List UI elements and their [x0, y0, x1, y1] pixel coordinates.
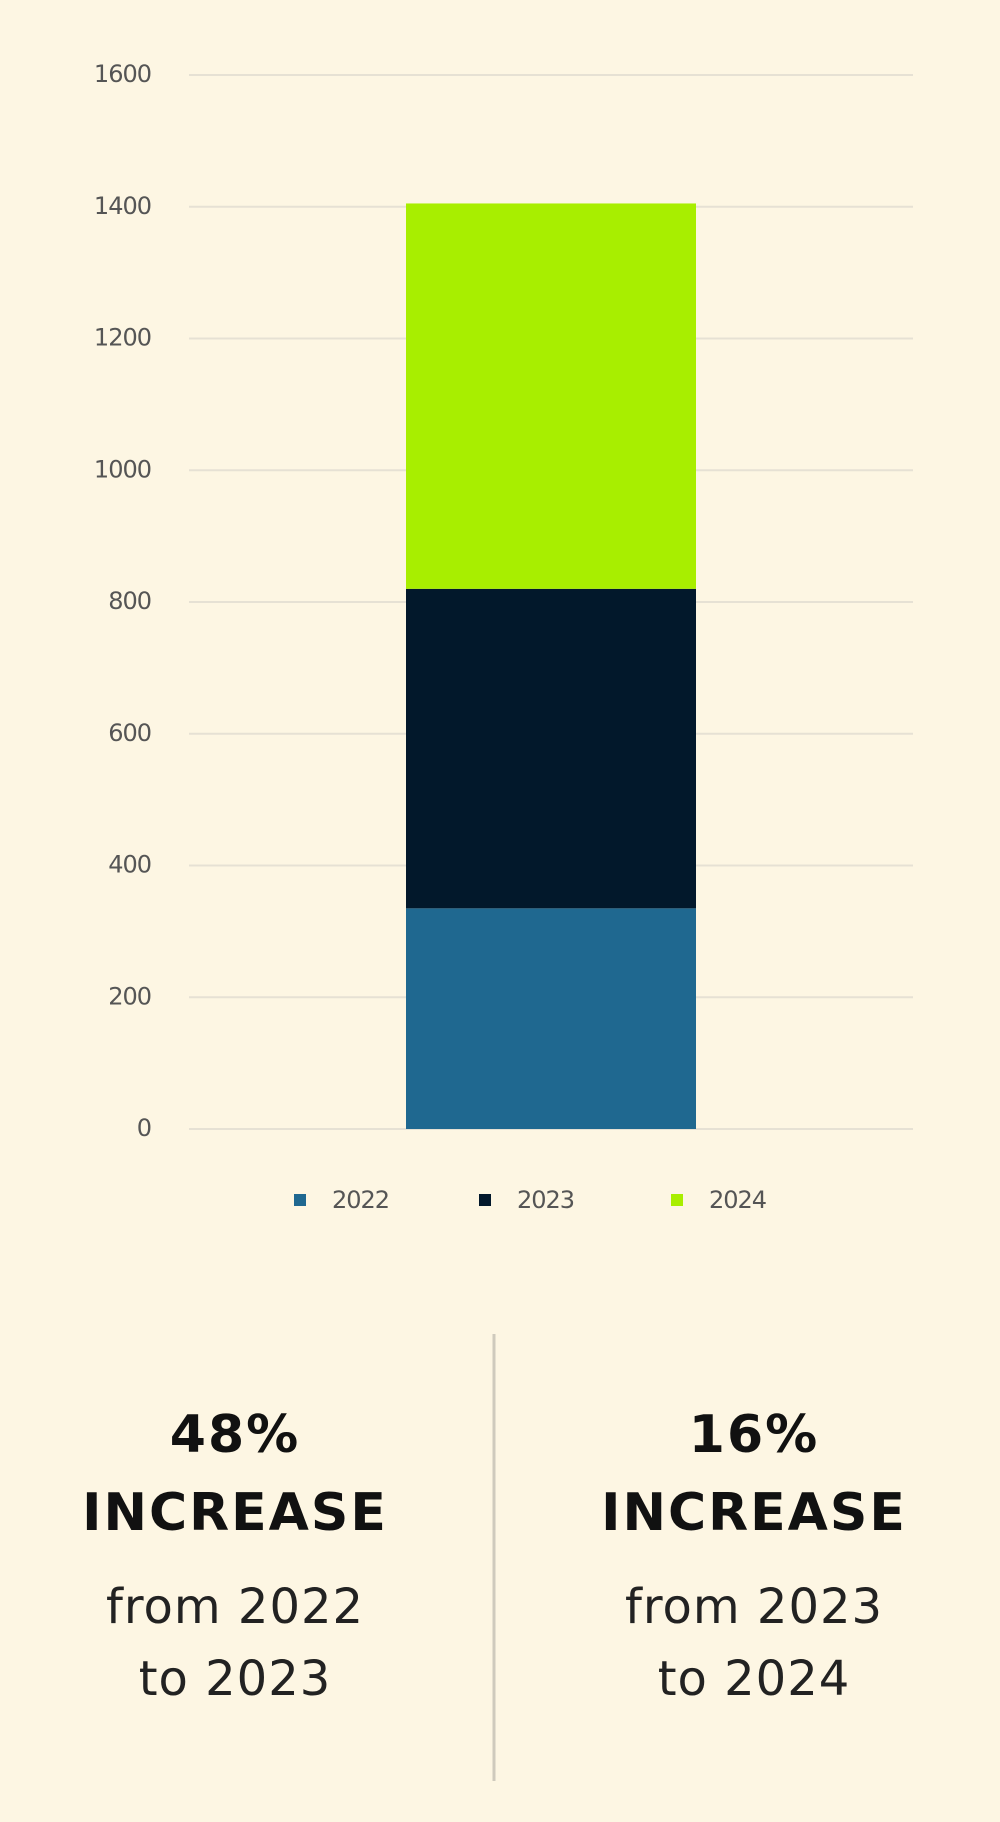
- bar-segment: [406, 908, 696, 1129]
- y-tick-label: 200: [108, 982, 151, 1010]
- stat-text: from 2022: [106, 1579, 364, 1635]
- y-tick-label: 1600: [94, 60, 151, 88]
- y-tick-label: 400: [108, 851, 151, 879]
- bar-segment: [406, 203, 696, 589]
- y-tick-label: 0: [137, 1114, 151, 1142]
- legend-label: 2024: [709, 1186, 766, 1214]
- legend-swatch: [294, 1194, 306, 1206]
- stat-value: 48%: [170, 1405, 300, 1465]
- stat-text: from 2023: [625, 1579, 883, 1635]
- stat-text: to 2024: [658, 1651, 851, 1707]
- stat-label: INCREASE: [601, 1483, 907, 1543]
- bar-segment: [406, 588, 696, 909]
- y-tick-label: 1200: [94, 324, 151, 352]
- y-tick-label: 600: [108, 719, 151, 747]
- legend-label: 2023: [517, 1186, 574, 1214]
- legend-label: 2022: [332, 1186, 389, 1214]
- stat-label: INCREASE: [82, 1483, 388, 1543]
- y-tick-label: 800: [108, 587, 151, 615]
- y-tick-label: 1000: [94, 455, 151, 483]
- legend-swatch: [671, 1194, 683, 1206]
- legend-swatch: [479, 1194, 491, 1206]
- y-tick-label: 1400: [94, 192, 151, 220]
- stat-value: 16%: [689, 1405, 819, 1465]
- stat-text: to 2023: [139, 1651, 332, 1707]
